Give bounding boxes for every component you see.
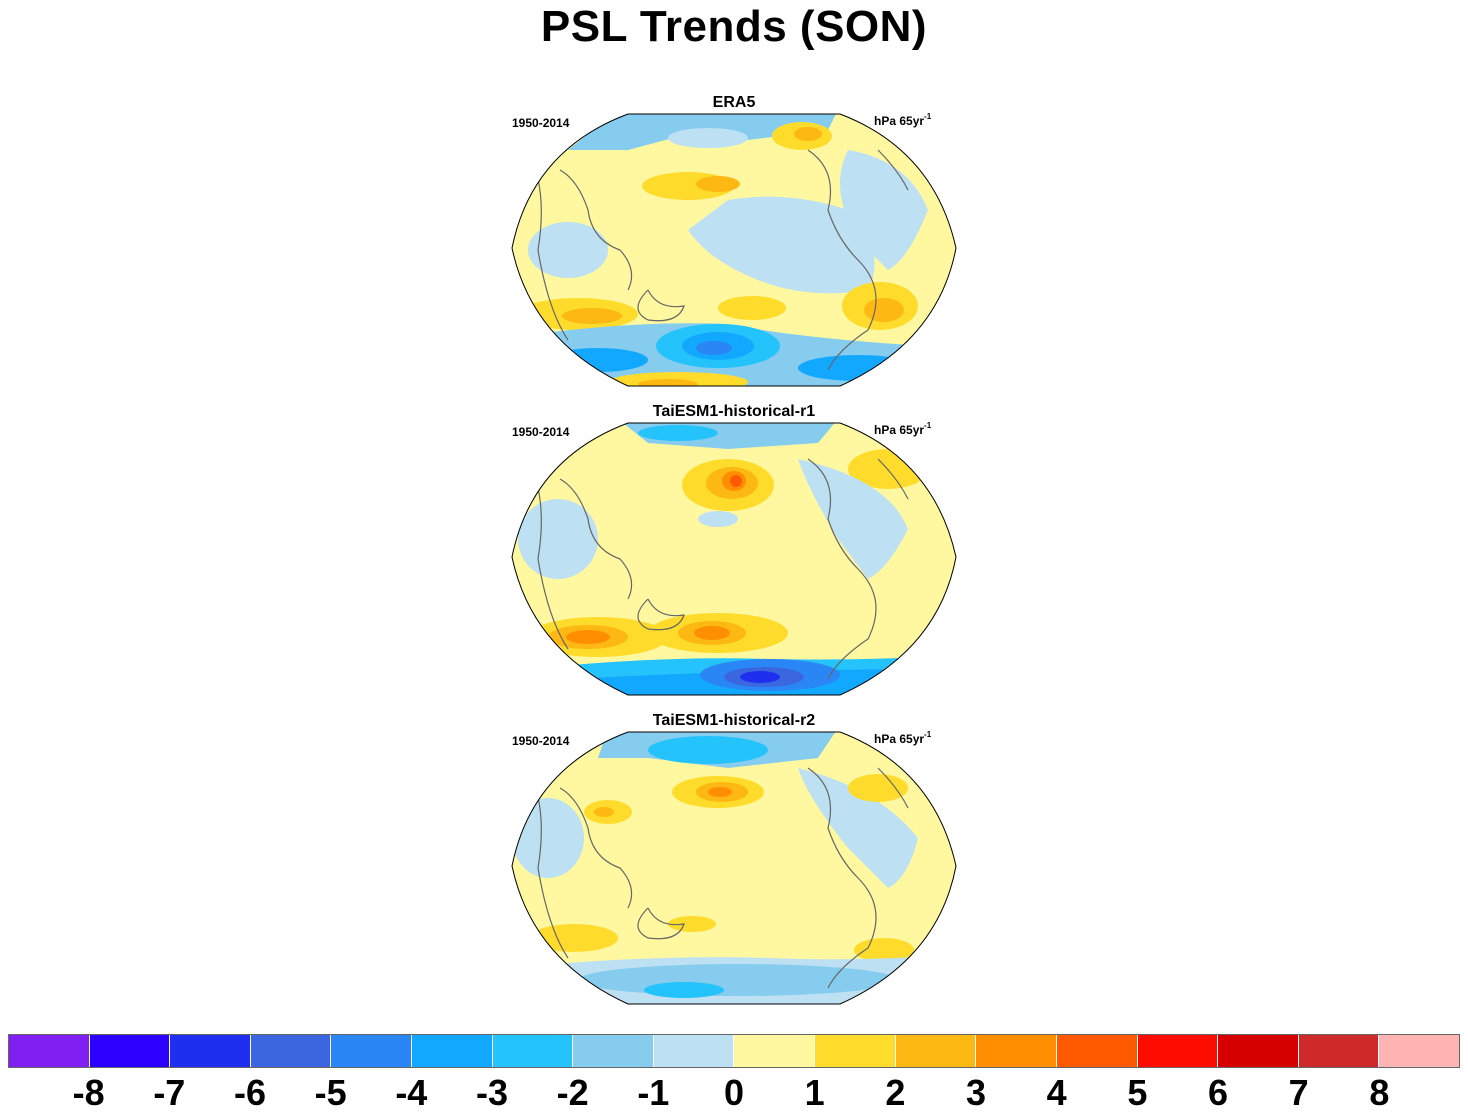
colorbar-swatch [331, 1035, 413, 1067]
colorbar-swatch [734, 1035, 816, 1067]
colorbar-swatch [653, 1035, 735, 1067]
colorbar-swatch [9, 1035, 90, 1067]
period-label: 1950-2014 [512, 425, 570, 439]
colorbar-tick-label: -1 [637, 1072, 670, 1113]
colorbar-tick-label: 5 [1127, 1072, 1148, 1113]
colorbar-tick-label: 6 [1207, 1072, 1229, 1113]
colorbar-swatch [573, 1035, 654, 1067]
colorbar-tick-label: 7 [1288, 1072, 1309, 1113]
colorbar-tick-label: -3 [475, 1072, 509, 1113]
colorbar-swatch [1379, 1035, 1459, 1067]
trend-map [511, 422, 957, 696]
colorbar-labels: -8 -7 -6 -5 -4 -3 -2 -1 0 1 2 3 4 5 6 7 8 [0, 1072, 1468, 1117]
panel-title: TaiESM1-historical-r1 [652, 403, 816, 420]
colorbar-swatch [1298, 1035, 1380, 1067]
colorbar-swatch [815, 1035, 896, 1067]
colorbar-tick-label: -2 [556, 1072, 589, 1113]
colorbar-tick-label: -8 [72, 1072, 105, 1113]
colorbar-tick-label: -4 [395, 1072, 428, 1113]
trend-map [511, 731, 957, 1005]
colorbar-tick-label: 0 [723, 1072, 745, 1113]
units-label: hPa 65yr-1 [874, 112, 932, 128]
colorbar-tick-label: 4 [1046, 1072, 1067, 1113]
panel-title: TaiESM1-historical-r2 [652, 712, 816, 729]
colorbar-swatch [976, 1035, 1057, 1067]
colorbar-swatch [1056, 1035, 1138, 1067]
period-label: 1950-2014 [512, 116, 570, 130]
colorbar-tick-label: 1 [804, 1072, 825, 1113]
colorbar-tick-label: 3 [965, 1072, 987, 1113]
colorbar-tick-label: 2 [885, 1072, 906, 1113]
colorbar-swatch [89, 1035, 171, 1067]
panel-title: ERA5 [712, 94, 756, 111]
trend-map [511, 113, 957, 387]
colorbar-tick-label: -5 [314, 1072, 347, 1113]
units-label: hPa 65yr-1 [874, 730, 932, 746]
colorbar-swatch [170, 1035, 251, 1067]
colorbar [8, 1034, 1460, 1068]
period-label: 1950-2014 [512, 734, 570, 748]
colorbar-swatch [412, 1035, 493, 1067]
colorbar-swatch [1218, 1035, 1299, 1067]
colorbar-tick-label: 8 [1369, 1072, 1390, 1113]
colorbar-swatch [1137, 1035, 1219, 1067]
colorbar-swatch [250, 1035, 332, 1067]
colorbar-swatch [492, 1035, 574, 1067]
colorbar-tick-label: -6 [233, 1072, 267, 1113]
colorbar-swatch [895, 1035, 977, 1067]
units-label: hPa 65yr-1 [874, 421, 932, 437]
colorbar-tick-label: -7 [153, 1072, 186, 1113]
figure-title: PSL Trends (SON) [540, 2, 928, 51]
